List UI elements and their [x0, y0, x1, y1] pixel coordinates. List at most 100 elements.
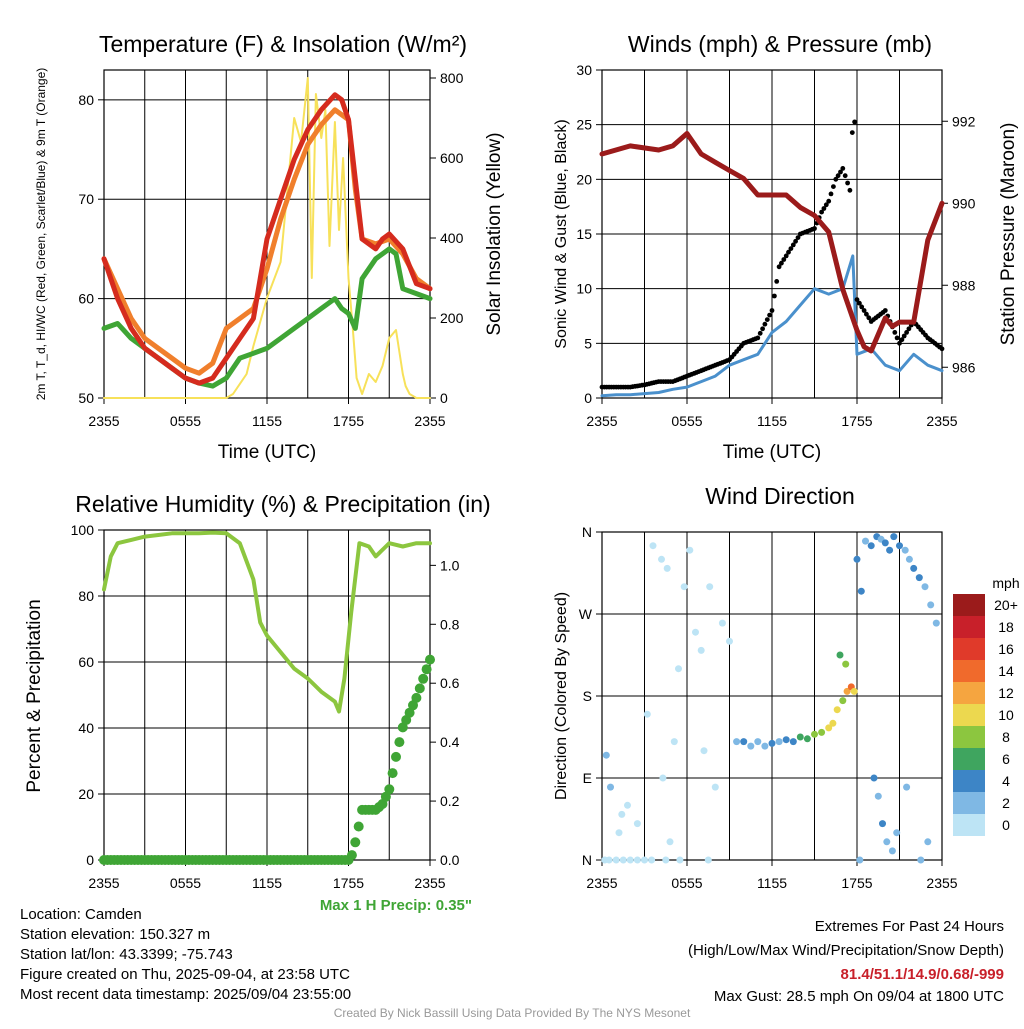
wind-direction-point: [618, 810, 626, 818]
colorbar-label: 0: [1002, 817, 1010, 833]
colorbar-segment: [953, 704, 985, 726]
plot-frame: [601, 69, 943, 399]
gust-point: [788, 246, 794, 252]
x-tick-label: 2355: [926, 875, 957, 891]
gust-point: [828, 191, 834, 197]
wind-direction-point: [615, 829, 623, 837]
x-tick-label: 0555: [671, 875, 702, 891]
colorbar-label: 2: [1002, 795, 1010, 811]
gust-point: [864, 311, 869, 317]
y-tick-label: 60: [78, 654, 94, 670]
plot-frame: [103, 69, 431, 399]
wind-direction-point: [853, 555, 861, 563]
wind-direction-point: [602, 751, 610, 759]
colorbar-label: 10: [998, 707, 1014, 723]
gust-point: [939, 346, 945, 352]
y2-tick-label: 0: [440, 390, 448, 406]
precip-point: [346, 850, 357, 861]
precip-point: [350, 837, 361, 848]
chart-title: Winds (mph) & Pressure (mb): [628, 31, 932, 57]
gust-point: [772, 293, 777, 299]
gust-point: [774, 279, 780, 284]
wind-direction-point: [924, 838, 932, 846]
y-tick-label: N: [582, 524, 592, 540]
gust-point: [866, 315, 872, 321]
y-tick-label: 0: [584, 390, 592, 406]
wind-direction-point: [692, 628, 699, 636]
y-tick-label: 15: [576, 226, 592, 242]
y2-tick-label: 200: [440, 310, 464, 326]
precip-point: [387, 768, 398, 779]
y-axis-label: Percent & Precipitation: [24, 599, 45, 792]
wind-direction-point: [881, 539, 889, 547]
y2-tick-label: 0.6: [440, 675, 460, 691]
relative-humidity-line: [102, 530, 432, 714]
y-tick-label: 20: [576, 171, 592, 187]
gust-point: [906, 326, 912, 332]
wind-direction-point: [718, 619, 726, 627]
x-tick-label: 1155: [252, 875, 282, 891]
sonic-wind-line: [600, 254, 944, 398]
wind-direction-point: [879, 820, 886, 828]
gust-point: [755, 335, 761, 341]
wind-direction-point: [839, 697, 847, 705]
wind-direction-point: [850, 687, 858, 695]
precip-point: [425, 654, 435, 665]
wind-direction-point: [768, 739, 776, 747]
wind-direction-point: [915, 574, 923, 582]
gust-point: [838, 169, 843, 175]
wind-direction-point: [803, 735, 811, 743]
y2-axis-label: Solar Insolation (Yellow): [484, 132, 505, 335]
gust-point: [852, 119, 857, 125]
wind-direction-point: [883, 838, 891, 846]
colorbar-label: 16: [998, 641, 1014, 657]
y-tick-label: W: [579, 606, 593, 622]
y-axis-label: 2m T, T_d, HI/WC (Red, Green, Scarlet/Bl…: [34, 68, 48, 401]
gust-point: [783, 253, 789, 259]
gust-point: [854, 297, 860, 302]
location-text: Location: Camden: [20, 906, 142, 923]
y-tick-label: 60: [78, 291, 94, 307]
colorbar-segment: [953, 594, 985, 616]
solar-insolation-line: [103, 77, 431, 399]
x-tick-label: 2355: [414, 413, 445, 429]
wind-direction-point: [896, 542, 903, 550]
plot-frame: [601, 531, 943, 861]
wind-direction-point: [659, 774, 667, 782]
gust-point: [861, 308, 867, 313]
gust-point: [901, 333, 907, 339]
wind-direction-point: [706, 583, 714, 591]
wind-direction-point: [641, 856, 648, 864]
wind-direction-point: [686, 546, 694, 554]
wind-direction-point: [643, 710, 651, 718]
wind-direction-point: [675, 665, 682, 673]
wind-direction-point: [888, 847, 896, 855]
colorbar-segment: [953, 814, 985, 836]
wind-direction-point: [789, 738, 797, 746]
y2-tick-label: 990: [952, 195, 976, 211]
gust-point: [897, 340, 902, 346]
wind-direction-point: [829, 719, 837, 727]
wind-direction-point: [747, 742, 755, 750]
gust-point: [767, 312, 772, 318]
wind-direction-point: [775, 738, 783, 746]
wind-direction-point: [870, 774, 878, 782]
precip-point: [394, 737, 405, 748]
wind-direction-point: [782, 736, 790, 744]
temp-9m-line: [101, 107, 433, 376]
y2-tick-label: 600: [440, 150, 464, 166]
colorbar-label: 8: [1002, 729, 1010, 745]
gust-point: [790, 242, 796, 248]
wind-direction-point: [833, 706, 841, 714]
x-tick-label: 2355: [586, 413, 617, 429]
x-tick-label: 1755: [841, 875, 872, 891]
temperature-line: [101, 92, 433, 386]
wind-direction-point: [607, 783, 614, 791]
y-tick-label: 0: [86, 852, 94, 868]
colorbar-segment: [953, 682, 985, 704]
gust-point: [859, 304, 865, 310]
wind-direction-point: [761, 742, 769, 750]
y2-tick-label: 0.0: [440, 852, 460, 868]
